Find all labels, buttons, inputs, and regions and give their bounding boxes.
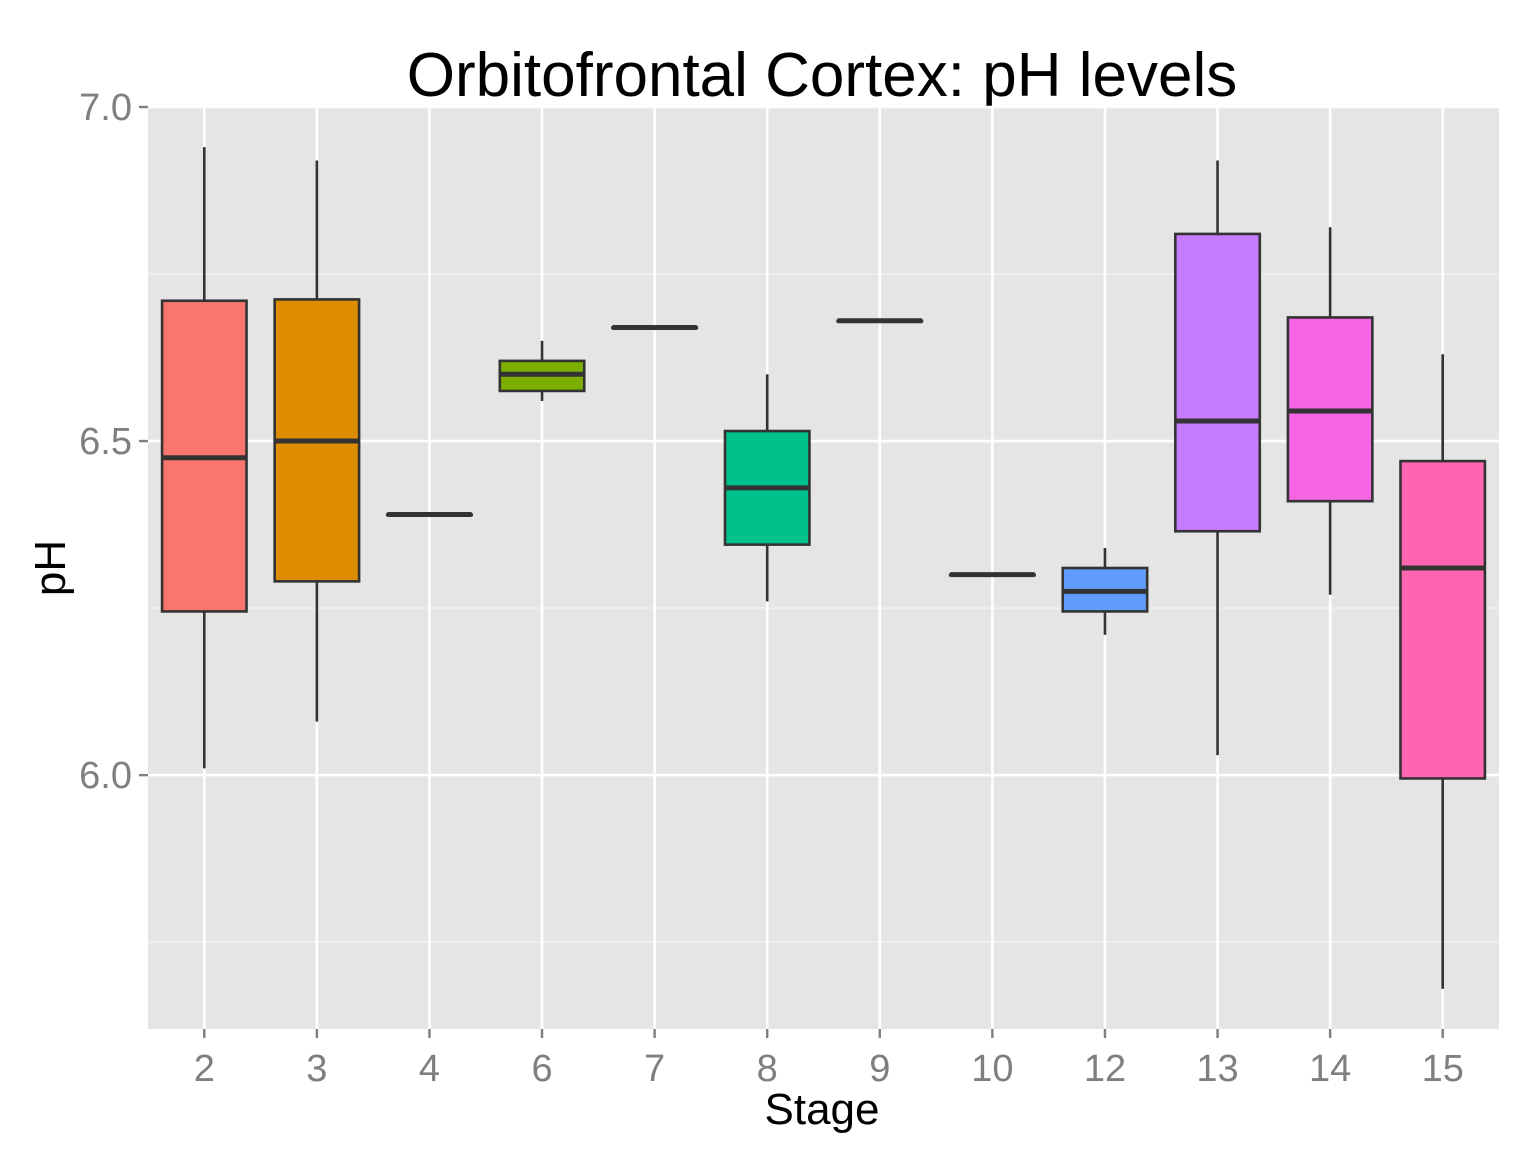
x-tick-label: 10 [971, 1048, 1013, 1090]
x-tick-label: 15 [1422, 1048, 1464, 1090]
x-tick-label: 13 [1196, 1048, 1238, 1090]
box-body [1399, 459, 1487, 780]
box-body [1174, 232, 1262, 533]
y-axis-title: pH [26, 540, 75, 596]
box-stage-3 [273, 160, 361, 722]
box-series [160, 147, 1487, 989]
box-stage-13 [1174, 160, 1262, 756]
chart-title: Orbitofrontal Cortex: pH levels [407, 41, 1237, 110]
x-tick-label: 14 [1309, 1048, 1351, 1090]
box-stage-15 [1399, 354, 1487, 989]
box-stage-4 [385, 512, 473, 518]
x-tick-label: 3 [306, 1048, 327, 1090]
x-tick-label: 6 [531, 1048, 552, 1090]
axes: 6.0 6.5 7.0 2 3 4 6 7 8 9 10 12 13 14 15 [79, 87, 1464, 1090]
box-stage-10 [948, 572, 1036, 578]
x-tick-label: 12 [1084, 1048, 1126, 1090]
box-stage-8 [723, 374, 811, 602]
box-stage-14 [1286, 227, 1374, 595]
box-stage-2 [160, 147, 248, 769]
box-stage-6 [498, 340, 586, 401]
box-stage-9 [836, 318, 924, 324]
y-tick-label: 6.5 [79, 421, 132, 463]
box-stage-12 [1061, 547, 1149, 635]
y-tick-label: 6.0 [79, 755, 132, 797]
box-stage-7 [611, 324, 699, 330]
x-tick-label: 4 [419, 1048, 440, 1090]
x-tick-label: 8 [757, 1048, 778, 1090]
x-tick-label: 9 [869, 1048, 890, 1090]
plot-panel [148, 107, 1499, 1029]
x-tick-label: 2 [194, 1048, 215, 1090]
y-tick-label: 7.0 [79, 87, 132, 129]
x-axis-title: Stage [765, 1085, 880, 1134]
x-tick-label: 7 [644, 1048, 665, 1090]
